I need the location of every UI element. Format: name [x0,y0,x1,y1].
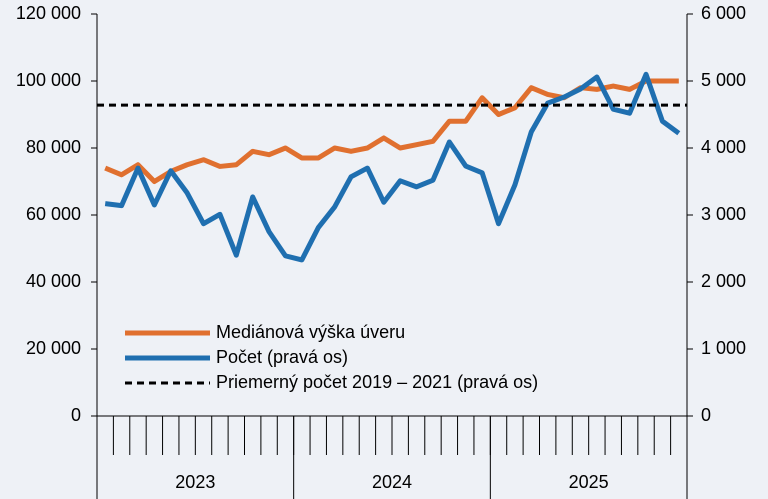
y-tick-label: 40 000 [26,271,81,291]
group-label: 2024 [372,472,412,492]
series-line [104,78,679,184]
y-tick-label: 100 000 [16,70,81,90]
y2-tick-label: 2 000 [701,271,746,291]
series-line [104,71,681,263]
y-tick-label: 60 000 [26,204,81,224]
y2-tick-label: 4 000 [701,137,746,157]
group-label: 2025 [569,472,609,492]
group-label: 2023 [175,472,215,492]
y2-tick-label: 3 000 [701,204,746,224]
legend-label: Počet (pravá os) [216,347,348,367]
legend-label: Mediánová výška úveru [216,322,405,342]
legend-label: Priemerný počet 2019 – 2021 (pravá os) [216,372,538,392]
y2-tick-label: 0 [701,405,711,425]
y-tick-label: 20 000 [26,338,81,358]
y2-tick-label: 1 000 [701,338,746,358]
y-tick-label: 120 000 [16,3,81,23]
y-tick-label: 0 [71,405,81,425]
y2-tick-label: 5 000 [701,70,746,90]
y-tick-label: 80 000 [26,137,81,157]
y2-tick-label: 6 000 [701,3,746,23]
